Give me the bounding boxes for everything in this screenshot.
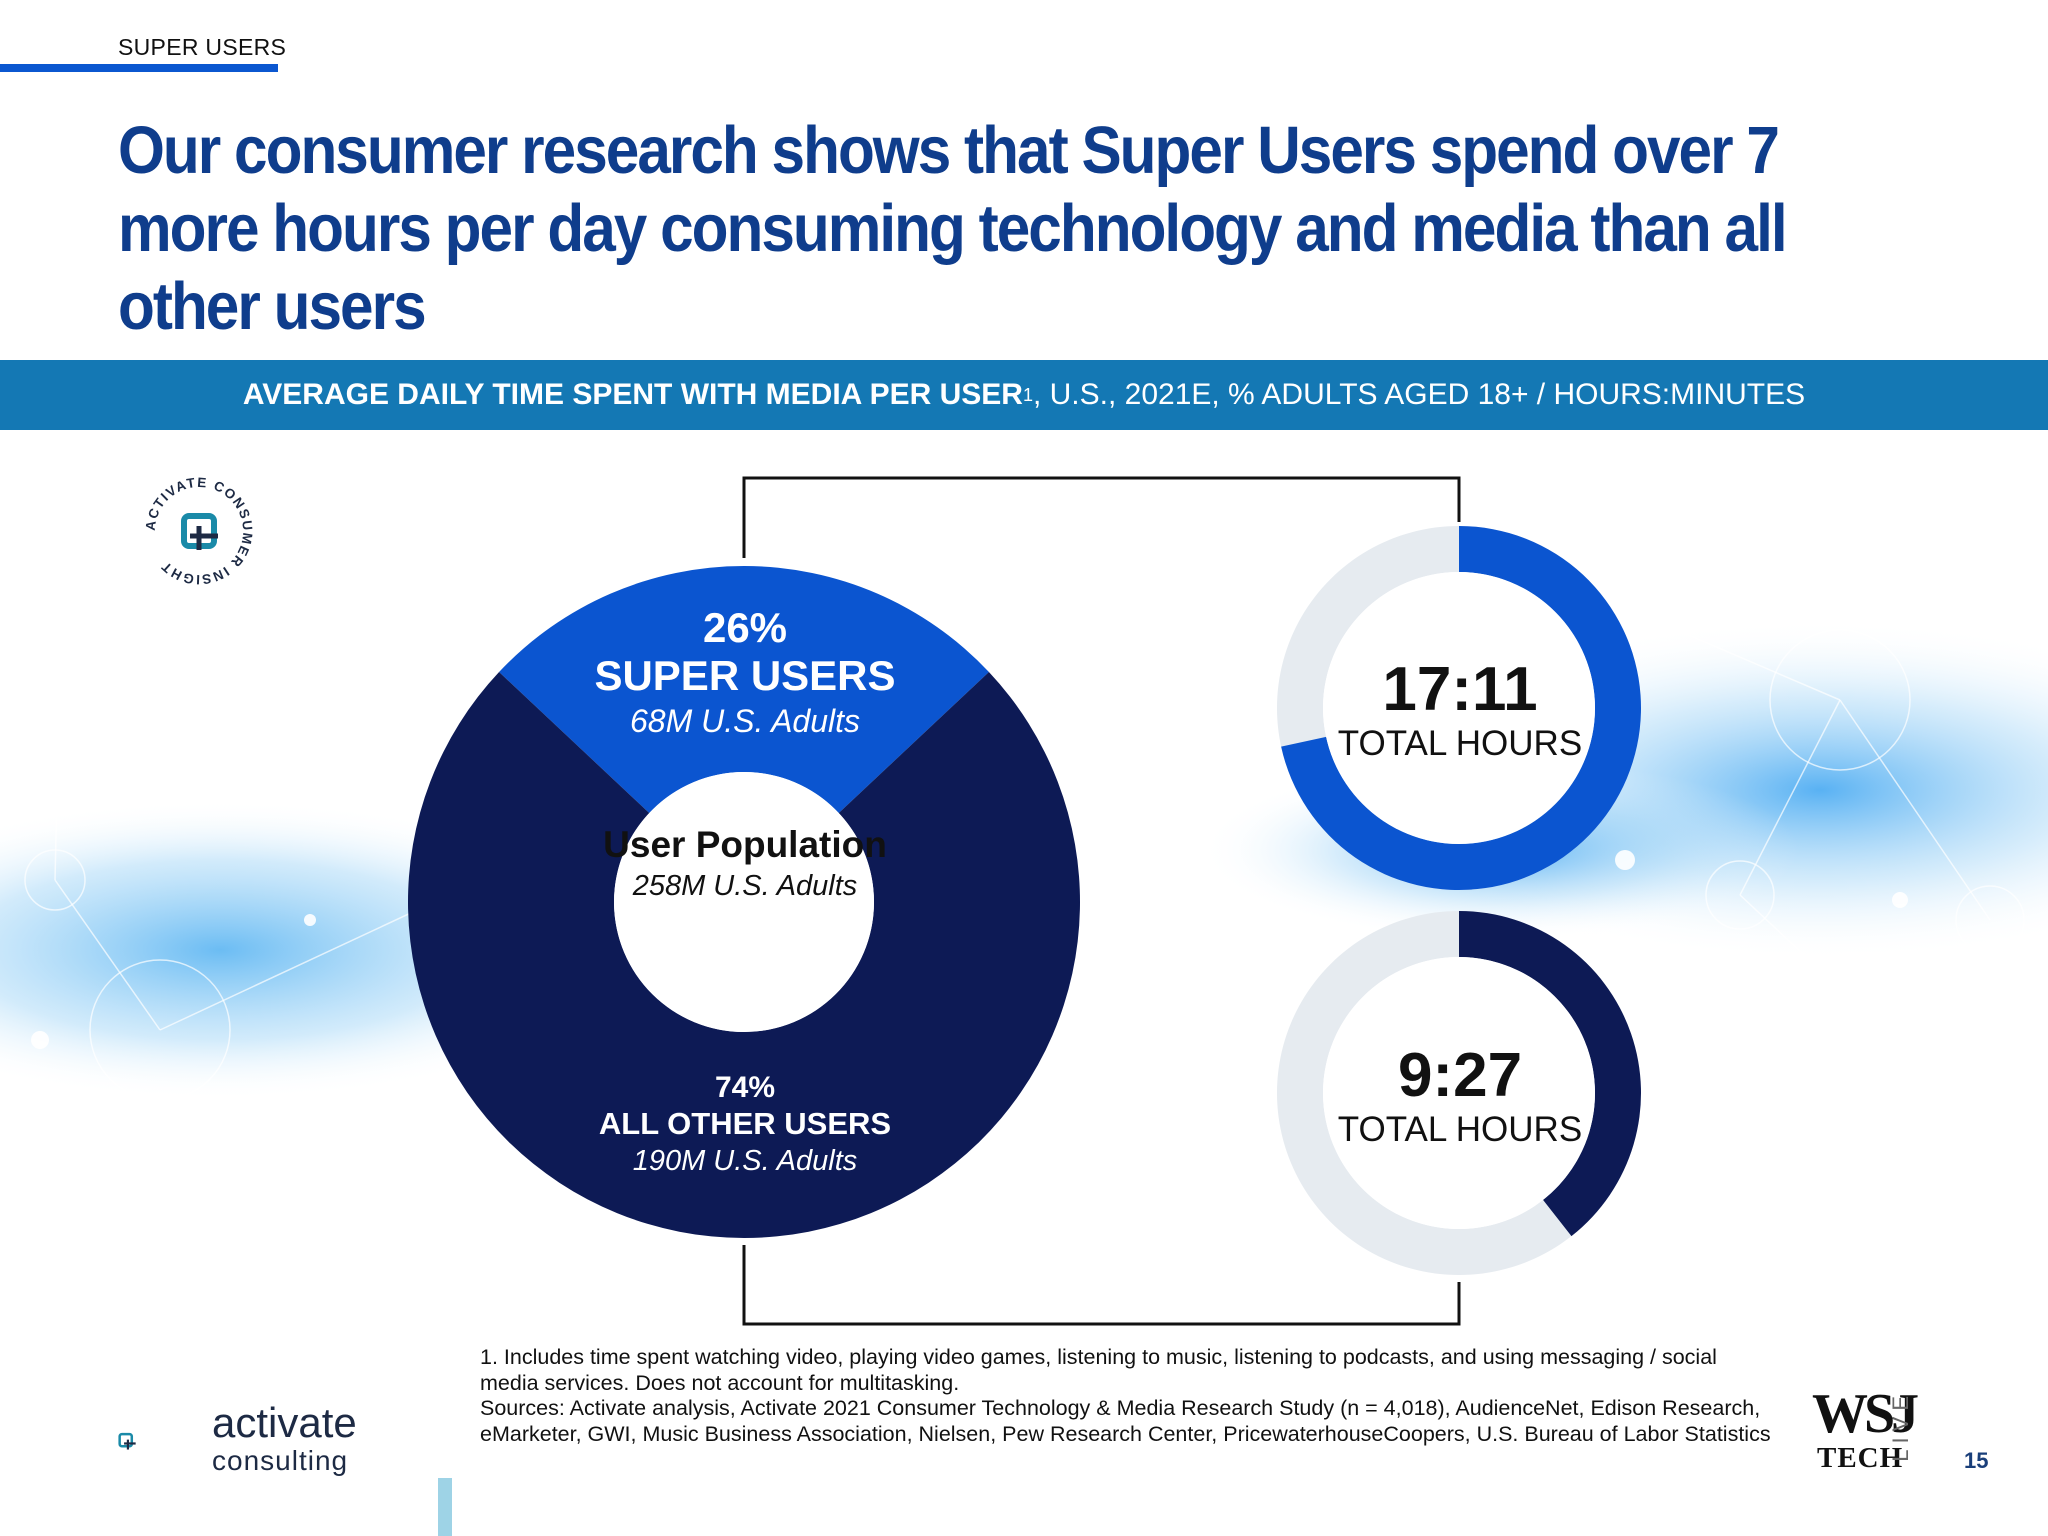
ring-center-0 bbox=[1323, 572, 1595, 844]
page-title: Our consumer research shows that Super U… bbox=[118, 113, 1788, 344]
sources-note: Sources: Activate analysis, Activate 202… bbox=[480, 1396, 1771, 1446]
activate-wordmark: activate bbox=[212, 1399, 357, 1446]
page-number: 15 bbox=[1964, 1448, 1989, 1473]
consumer-insight-badge-icon: ACTIVATE CONSUMER INSIGHT bbox=[141, 473, 257, 589]
chart-banner: AVERAGE DAILY TIME SPENT WITH MEDIA PER … bbox=[0, 360, 2048, 430]
donut-slice-1 bbox=[408, 671, 1081, 1238]
consulting-wordmark: consulting bbox=[212, 1445, 349, 1476]
super-users-percent: 26% bbox=[702, 604, 788, 651]
section-underline bbox=[0, 64, 278, 72]
super-users-name: SUPER USERS bbox=[594, 652, 896, 699]
donut-center-subtitle: 258M U.S. Adults bbox=[632, 870, 858, 902]
wsj-live-logo: LIVE bbox=[1888, 1390, 1913, 1462]
donut-hole bbox=[614, 772, 874, 1032]
footnote-1: 1. Includes time spent watching video, p… bbox=[480, 1345, 1717, 1395]
banner-footnote-mark: 1 bbox=[1022, 385, 1033, 405]
banner-rest: , U.S., 2021E, % ADULTS AGED 18+ / HOURS… bbox=[1032, 378, 1806, 411]
population-donut bbox=[408, 566, 1081, 1238]
wsj-tech-logo: TECH bbox=[1817, 1442, 1904, 1474]
super-users-hours-label: 17:11 TOTAL HOURS bbox=[1310, 656, 1610, 764]
super-users-adults: 68M U.S. Adults bbox=[629, 703, 860, 739]
other-users-name: ALL OTHER USERS bbox=[598, 1106, 892, 1141]
super-users-hours-caption: TOTAL HOURS bbox=[1337, 724, 1583, 763]
other-users-hours-label: 9:27 TOTAL HOURS bbox=[1310, 1042, 1610, 1150]
other-users-percent: 74% bbox=[714, 1071, 776, 1104]
other-users-hours-caption: TOTAL HOURS bbox=[1337, 1110, 1583, 1149]
activate-logo-icon bbox=[118, 1432, 136, 1450]
other-users-adults: 190M U.S. Adults bbox=[632, 1145, 858, 1177]
bottom-accent-bar bbox=[438, 1478, 452, 1536]
section-tag: SUPER USERS bbox=[118, 34, 287, 60]
donut-slice-0 bbox=[499, 566, 989, 814]
ring-arc-1 bbox=[1459, 911, 1641, 1237]
hours-rings bbox=[1276, 526, 1641, 1275]
donut-center-title: User Population bbox=[603, 824, 887, 865]
super-users-label: 26% SUPER USERS 68M U.S. Adults bbox=[535, 604, 955, 742]
donut-center-label: User Population 258M U.S. Adults bbox=[600, 824, 890, 906]
footnotes: 1. Includes time spent watching video, p… bbox=[480, 1345, 1780, 1447]
ring-center-1 bbox=[1323, 957, 1595, 1229]
super-users-hours-value: 17:11 bbox=[1382, 655, 1538, 724]
bracket-lines bbox=[742, 476, 1461, 1326]
other-users-label: 74% ALL OTHER USERS 190M U.S. Adults bbox=[535, 1070, 955, 1180]
wsj-logo: WSJ bbox=[1812, 1383, 1919, 1445]
other-users-hours-value: 9:27 bbox=[1397, 1041, 1523, 1110]
banner-bold: AVERAGE DAILY TIME SPENT WITH MEDIA PER … bbox=[242, 378, 1023, 411]
